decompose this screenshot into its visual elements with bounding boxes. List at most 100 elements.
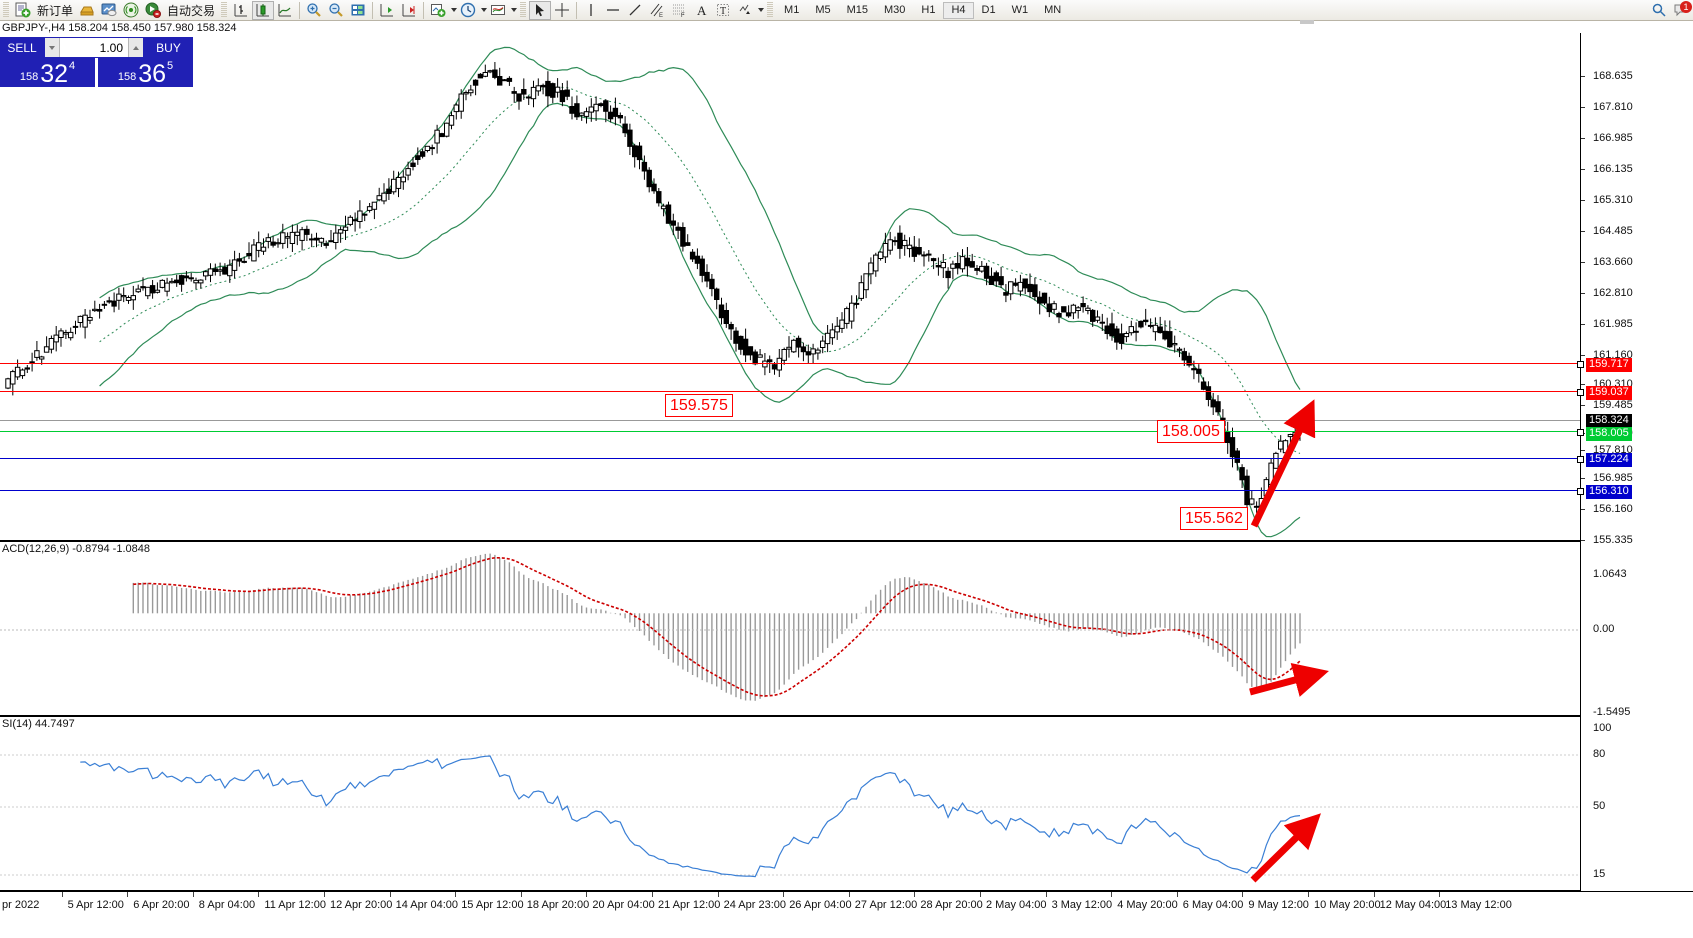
chart-shift-icon[interactable] [376, 1, 398, 20]
equidistant-channel-icon[interactable]: E [646, 1, 668, 20]
buy-button[interactable]: BUY [144, 37, 193, 58]
time-tick-label: 5 Apr 12:00 [67, 899, 124, 911]
rsi-pane[interactable]: SI(14) 44.7497 [0, 716, 1580, 891]
new-order-label[interactable]: 新订单 [37, 3, 74, 18]
time-tick-mark [914, 892, 916, 897]
level-line-159037[interactable] [0, 391, 1580, 392]
timeframe-d1[interactable]: D1 [981, 4, 996, 16]
toolbar-grip-4[interactable] [767, 2, 774, 18]
macd-trend-arrow[interactable] [0, 542, 1580, 717]
horizontal-line-icon[interactable] [602, 1, 624, 20]
zoom-out-icon[interactable] [325, 1, 347, 20]
signals-icon[interactable] [120, 1, 142, 20]
scale-level-159717[interactable]: 159.717 [1586, 358, 1632, 372]
candlestick-chart-icon[interactable] [252, 0, 275, 20]
time-tick-label: 2 May 04:00 [986, 899, 1047, 911]
toolbar-grip-3[interactable] [520, 2, 527, 18]
time-tick-mark [324, 892, 325, 897]
volume-stepper[interactable]: 1.00 [44, 37, 144, 58]
price-tick-label: 159.485 [1593, 399, 1633, 411]
level-line-159717[interactable] [0, 363, 1580, 364]
time-tick-mark [1111, 892, 1113, 897]
bar-chart-icon[interactable] [230, 1, 252, 20]
toolbar-grip[interactable] [3, 2, 9, 18]
macd-title: ACD(12,26,9) -0.8794 -1.0848 [2, 543, 150, 555]
period-dropdown-caret[interactable] [481, 8, 488, 12]
autotrading-label[interactable]: 自动交易 [167, 3, 216, 18]
macd-pane[interactable]: ACD(12,26,9) -0.8794 -1.0848 [0, 541, 1580, 716]
price-pane[interactable]: 159.575 158.005 155.562 [0, 33, 1580, 541]
scale-level-159037[interactable]: 159.037 [1586, 386, 1632, 400]
templates-dropdown-caret[interactable] [511, 8, 518, 12]
scale-level-156310[interactable]: 156.310 [1586, 485, 1632, 499]
templates-icon[interactable] [487, 1, 509, 20]
data-window-icon[interactable] [347, 1, 369, 20]
macd-canvas [0, 553, 1580, 701]
cursor-icon[interactable] [529, 0, 552, 20]
time-tick-label: 6 May 04:00 [1182, 899, 1244, 911]
arrows-icon[interactable] [734, 1, 756, 20]
buy-price-display[interactable]: 158 36 5 [98, 58, 193, 87]
level-line-156310[interactable] [0, 490, 1580, 491]
price-scale[interactable]: 168.635 167.810 166.985 166.135 165.310 164.4… [1577, 33, 1693, 891]
time-tick-mark [127, 892, 129, 897]
level-line-157224[interactable] [0, 458, 1580, 459]
scale-level-158005[interactable]: 158.005 [1586, 427, 1632, 441]
add-indicator-icon[interactable] [427, 1, 449, 20]
crosshair-icon[interactable] [551, 1, 573, 20]
price-tick-mark [1581, 107, 1585, 108]
buy-price-prefix: 158 [117, 71, 137, 83]
volume-value[interactable]: 1.00 [99, 40, 123, 55]
sell-price-display[interactable]: 158 32 4 [0, 58, 95, 87]
timeframe-m15[interactable]: M15 [846, 4, 868, 16]
sell-button[interactable]: SELL [0, 37, 44, 58]
volume-increase-button[interactable] [128, 38, 143, 57]
sell-price-prefix: 158 [19, 71, 39, 83]
timeframe-h4[interactable]: H4 [943, 1, 974, 19]
macd-scale-bottom: -1.5495 [1593, 706, 1631, 718]
price-trend-arrow[interactable] [0, 33, 1580, 541]
time-tick-label: 4 May 20:00 [1117, 899, 1178, 911]
time-axis[interactable]: pr 2022 5 Apr 12:00 6 Apr 20:00 8 Apr 04:00… [0, 891, 1693, 916]
line-chart-icon[interactable] [274, 1, 296, 20]
new-order-button[interactable] [12, 1, 34, 20]
terminal-icon[interactable] [98, 1, 120, 20]
main-toolbar: 新订单 [0, 0, 1693, 21]
scale-level-current-price: 158.324 [1586, 414, 1632, 428]
chart-area[interactable]: 159.575 158.005 155.562 ACD(12,26,9) -0.… [0, 33, 1693, 916]
trendline-icon[interactable] [624, 1, 646, 20]
annotation-155562[interactable]: 155.562 [1180, 507, 1248, 530]
search-icon[interactable] [1648, 1, 1670, 20]
volume-decrease-button[interactable] [45, 38, 60, 57]
annotation-159575[interactable]: 159.575 [665, 394, 733, 417]
timeframe-m5[interactable]: M5 [815, 4, 831, 16]
time-tick-label: 8 Apr 04:00 [198, 899, 256, 911]
time-tick-label: 15 Apr 12:00 [461, 899, 524, 911]
fibonacci-icon[interactable]: F [668, 1, 690, 20]
text-icon[interactable]: A [690, 1, 712, 20]
autotrading-icon[interactable] [142, 1, 164, 20]
vertical-line-icon[interactable] [580, 1, 602, 20]
rsi-title: SI(14) 44.7497 [2, 718, 75, 730]
indicator-dropdown-caret[interactable] [451, 8, 458, 12]
timeframe-w1[interactable]: W1 [1011, 4, 1029, 16]
toolbar-grip-2[interactable] [221, 2, 228, 18]
scale-level-157224[interactable]: 157.224 [1586, 453, 1632, 467]
arrows-dropdown-caret[interactable] [758, 8, 765, 12]
time-tick-label: pr 2022 [2, 899, 40, 911]
period-clock-icon[interactable] [457, 1, 479, 20]
chart-scroll-handle[interactable] [1300, 20, 1314, 24]
text-label-icon[interactable]: T [712, 1, 734, 20]
level-line-158005[interactable] [0, 431, 1580, 432]
timeframe-m30[interactable]: M30 [884, 4, 906, 16]
timeframe-m1[interactable]: M1 [784, 4, 800, 16]
timeframe-mn[interactable]: MN [1044, 4, 1062, 16]
rsi-trend-arrow[interactable] [0, 717, 1580, 892]
timeframe-h1[interactable]: H1 [921, 4, 936, 16]
chart-autoscroll-icon[interactable] [398, 1, 420, 20]
notifications-icon[interactable]: 1 [1670, 0, 1693, 20]
annotation-158005[interactable]: 158.005 [1157, 420, 1225, 443]
zoom-in-icon[interactable] [303, 1, 325, 20]
gold-bar-icon[interactable] [76, 1, 98, 20]
